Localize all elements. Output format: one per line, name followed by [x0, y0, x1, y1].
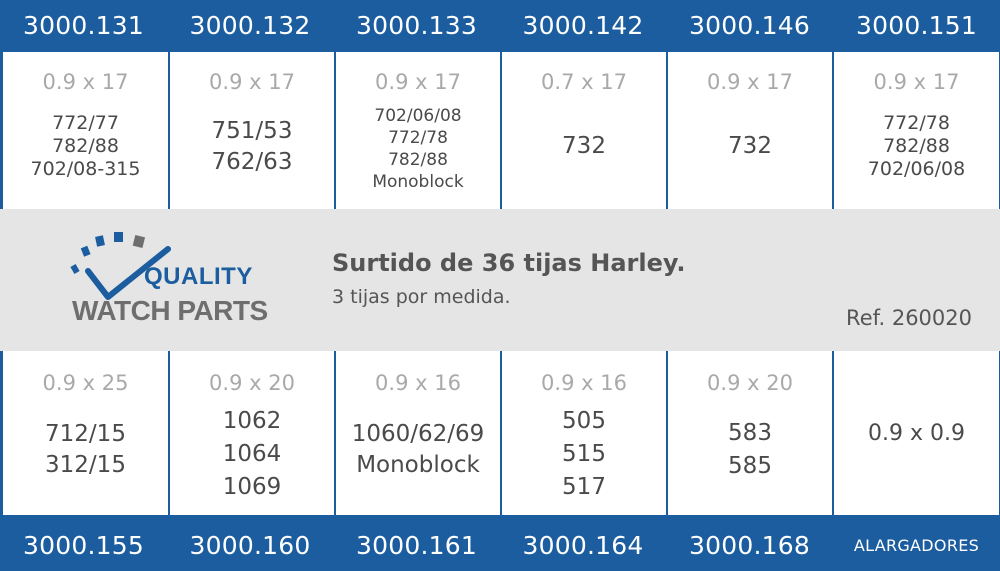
model-list: 505 515 517	[562, 395, 606, 515]
extension-size: 0.9 x 0.9	[868, 420, 965, 446]
top-cell-row: 0.9 x 17 772/77 782/88 702/08-315 0.9 x …	[3, 52, 999, 209]
code-label: 3000.164	[522, 530, 644, 560]
code-label: 3000.132	[189, 10, 311, 40]
model-list: 772/77 782/88 702/08-315	[31, 94, 141, 209]
model-number: 782/88	[52, 135, 119, 157]
model-list: 732	[562, 94, 606, 209]
model-list: 772/78 782/88 702/06/08	[868, 94, 965, 209]
code-label: 3000.146	[689, 10, 810, 40]
model-number: 1064	[222, 440, 282, 467]
model-number: 505	[562, 407, 606, 434]
model-number: 772/78	[883, 112, 950, 134]
model-number: 772/78	[388, 127, 448, 148]
model-number: 712/15	[45, 421, 126, 447]
bottom-code-row: 3000.155 3000.160 3000.161 3000.164 3000…	[0, 517, 1000, 571]
size-label: 0.9 x 16	[541, 371, 627, 395]
code-label: 3000.151	[856, 10, 977, 40]
model-list: 583 585	[728, 395, 772, 515]
model-number: 732	[562, 133, 606, 159]
info-band: QUALITY WATCH PARTS Surtido de 36 tijas …	[0, 209, 1000, 351]
part-cell: 0.9 x 17 732	[668, 52, 832, 209]
part-cell: 0.9 x 17 702/06/08 772/78 782/88 Monoblo…	[336, 52, 500, 209]
model-number: 702/06/08	[867, 158, 966, 180]
part-cell: 0.9 x 17 751/53 762/63	[170, 52, 334, 209]
size-label: 0.9 x 25	[42, 371, 129, 395]
model-list: 732	[728, 94, 772, 209]
top-code-row: 3000.131 3000.132 3000.133 3000.142 3000…	[0, 0, 1000, 50]
model-number: 517	[562, 473, 606, 500]
size-label: 0.9 x 17	[707, 70, 793, 94]
model-number: 583	[728, 420, 772, 446]
part-cell: 0.9 x 20 1062 1064 1069	[170, 351, 334, 515]
code-label: ALARGADORES	[853, 535, 980, 555]
model-list: 702/06/08 772/78 782/88 Monoblock	[372, 94, 463, 209]
model-list: 712/15 312/15	[45, 395, 126, 515]
model-number: 751/53	[211, 117, 293, 144]
part-cell: 0.9 x 0.9	[834, 351, 999, 515]
part-cell: 0.9 x 17 772/77 782/88 702/08-315	[3, 52, 168, 209]
model-number: 762/63	[211, 148, 293, 175]
reference-number: Ref. 260020	[846, 306, 972, 330]
model-number: 1069	[222, 473, 282, 500]
part-cell: 0.7 x 17 732	[502, 52, 666, 209]
model-number: 515	[562, 440, 606, 467]
model-number: 782/88	[883, 135, 950, 157]
code-label: 3000.142	[522, 10, 644, 40]
assortment-subtitle: 3 tijas por medida.	[332, 286, 511, 308]
part-cell: 0.9 x 25 712/15 312/15	[3, 351, 168, 515]
size-label: 0.7 x 17	[541, 70, 627, 94]
model-list: 751/53 762/63	[212, 94, 293, 209]
code-label: 3000.161	[356, 530, 477, 560]
logo-watch-parts-text: WATCH PARTS	[72, 295, 268, 326]
code-label: 3000.168	[689, 530, 810, 560]
size-label: 0.9 x 16	[375, 371, 461, 395]
size-label: 0.9 x 20	[707, 371, 793, 395]
size-label: 0.9 x 17	[375, 70, 461, 94]
model-list: 1060/62/69 Monoblock	[352, 395, 485, 515]
size-label: 0.9 x 17	[209, 70, 295, 94]
size-label: 0.9 x 17	[42, 70, 129, 94]
model-number: 1062	[222, 407, 282, 434]
part-cell: 0.9 x 17 772/78 782/88 702/06/08	[834, 52, 999, 209]
code-label: 3000.131	[23, 10, 144, 40]
size-label: 0.9 x 17	[873, 70, 960, 94]
model-number: 312/15	[45, 452, 126, 478]
quality-watch-parts-logo: QUALITY WATCH PARTS	[70, 231, 268, 341]
code-label: 3000.160	[189, 530, 311, 560]
model-number: 732	[728, 133, 772, 159]
code-label: 3000.133	[356, 10, 477, 40]
checkmark-icon	[70, 232, 171, 300]
model-number: 782/88	[388, 149, 448, 170]
model-number: 702/08-315	[30, 158, 141, 180]
code-label: 3000.155	[23, 530, 144, 560]
part-cell: 0.9 x 20 583 585	[668, 351, 832, 515]
size-label: 0.9 x 20	[209, 371, 295, 395]
assortment-title: Surtido de 36 tijas Harley.	[332, 249, 686, 277]
logo-quality-text: QUALITY	[144, 263, 253, 290]
model-number: 702/06/08	[374, 105, 462, 126]
model-number: 772/77	[52, 112, 119, 134]
model-number: Monoblock	[356, 452, 480, 478]
model-list: 1062 1064 1069	[223, 395, 282, 515]
part-cell: 0.9 x 16 1060/62/69 Monoblock	[336, 351, 500, 515]
model-number: 585	[728, 453, 772, 479]
bottom-cell-row: 0.9 x 25 712/15 312/15 0.9 x 20 1062 106…	[3, 351, 999, 515]
model-number: Monoblock	[372, 171, 464, 192]
part-cell: 0.9 x 16 505 515 517	[502, 351, 666, 515]
model-number: 1060/62/69	[351, 421, 485, 447]
